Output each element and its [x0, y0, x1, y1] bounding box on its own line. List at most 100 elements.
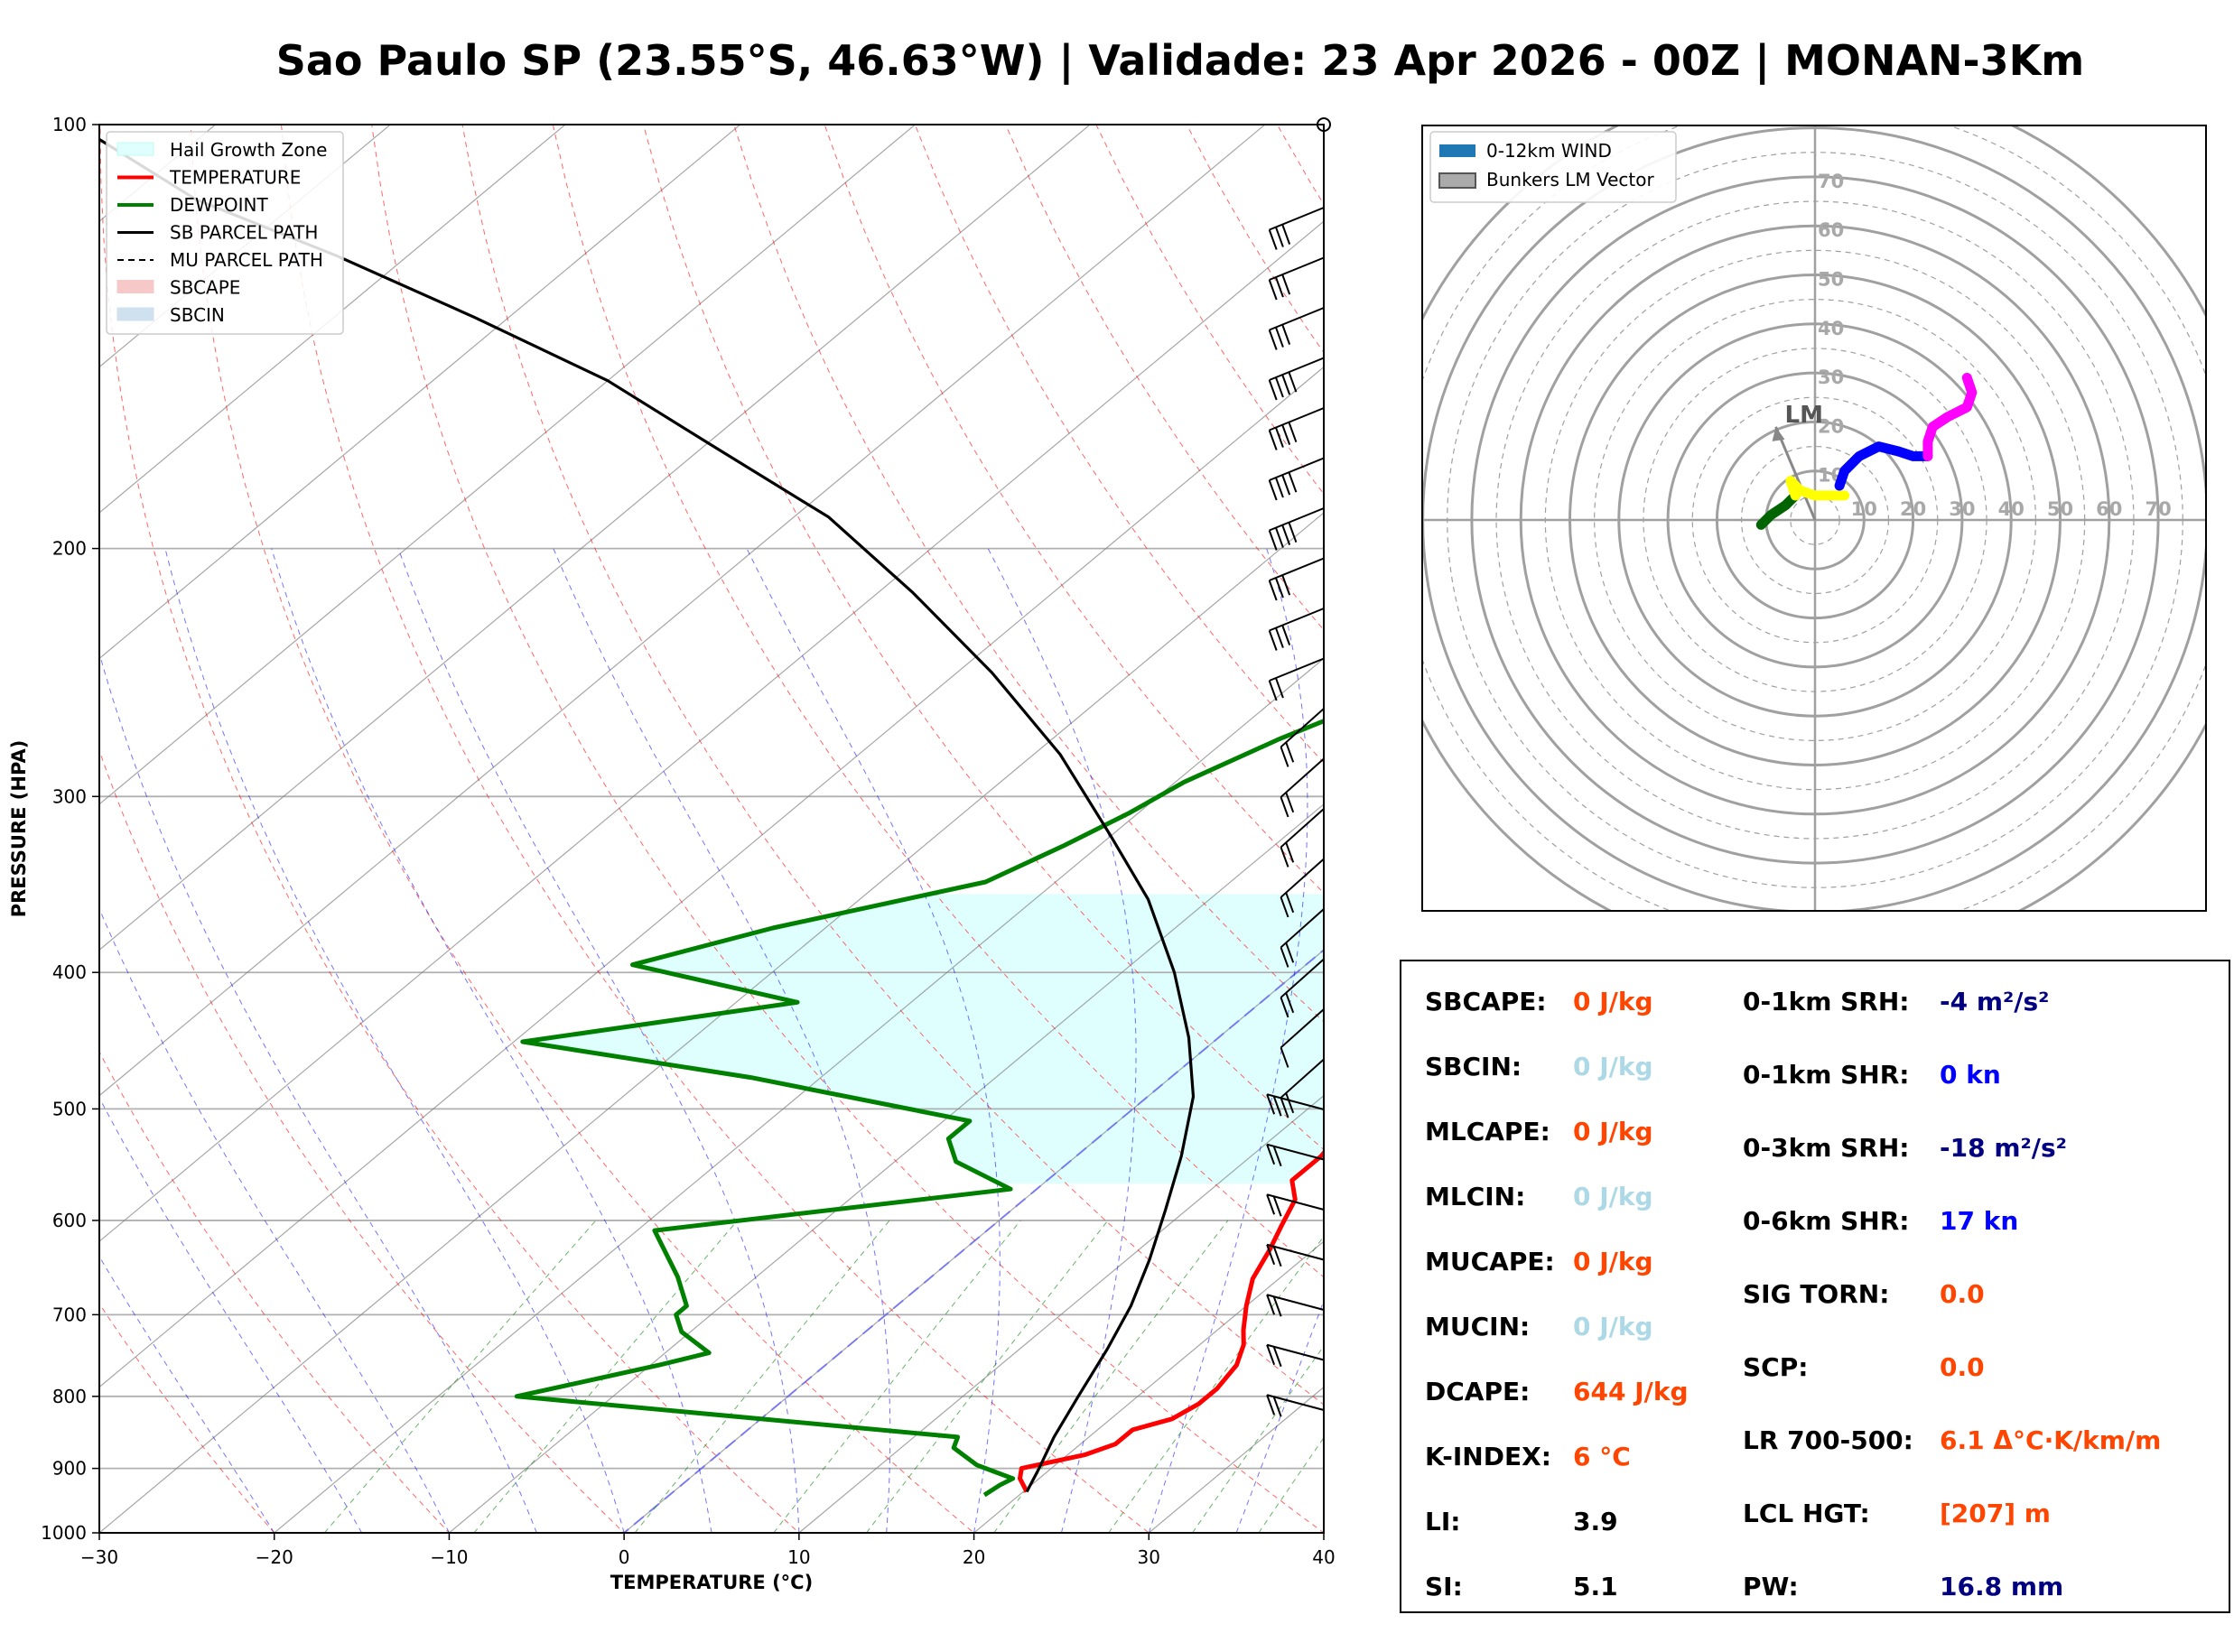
hodo-ring-label: 50	[1818, 269, 1844, 291]
hodo-ring-label: 60	[2096, 498, 2122, 520]
y-tick-label: 600	[52, 1210, 87, 1231]
wind-barb-feather	[1266, 1344, 1276, 1366]
y-tick-label: 100	[52, 114, 87, 135]
wind-barb-feather	[1280, 896, 1289, 918]
legend-swatch	[116, 307, 154, 321]
wind-barb	[1268, 207, 1325, 250]
y-tick-label: 800	[52, 1386, 87, 1407]
index-value: 16.8 mm	[1940, 1572, 2064, 1601]
wind-barb-feather	[1274, 276, 1284, 298]
wind-barb-staff	[1280, 958, 1325, 998]
wind-barb-feather	[1280, 997, 1289, 1018]
wind-barb-staff	[1269, 307, 1325, 331]
index-value: 6 °C	[1573, 1442, 1631, 1471]
wind-barb-feather	[1274, 227, 1284, 247]
wind-barb-staff	[1280, 908, 1325, 949]
hodo-ring-label: 70	[2145, 498, 2171, 520]
index-value: 17 kn	[1940, 1206, 2019, 1236]
wind-barb-feather	[1274, 627, 1284, 648]
moist-adiabat-line	[1235, 1299, 1324, 1533]
wind-barb-feather	[1285, 742, 1295, 763]
wind-barb-feather	[1272, 1246, 1282, 1267]
wind-barb-feather	[1274, 577, 1284, 599]
wind-barb-staff	[1280, 708, 1325, 748]
wind-barb-staff	[1280, 858, 1325, 898]
wind-barb-feather	[1268, 680, 1278, 701]
wind-barb	[1266, 1343, 1325, 1368]
wind-barb	[1266, 1093, 1325, 1117]
wind-barb-feather	[1272, 1195, 1282, 1217]
sb-parcel-line	[99, 137, 1196, 1493]
y-axis-label: PRESSURE (HPA)	[8, 740, 30, 918]
moist-adiabat-line	[99, 1256, 275, 1533]
hodo-ring-label: 50	[2047, 498, 2073, 520]
wind-barb-feather	[1285, 1092, 1295, 1114]
index-value: 644 J/kg	[1573, 1377, 1689, 1406]
moist-adiabat-line	[746, 548, 1001, 1533]
wind-barb	[1268, 407, 1325, 450]
index-value: 0 J/kg	[1573, 1312, 1653, 1341]
wind-barb-feather	[1272, 1295, 1282, 1317]
x-tick-label: −10	[430, 1546, 468, 1568]
wind-barb-feather	[1268, 580, 1278, 601]
legend-label: MU PARCEL PATH	[170, 249, 323, 271]
wind-barb-feather	[1268, 279, 1278, 301]
wind-barb-feather	[1274, 427, 1284, 448]
hodo-ring-label: 30	[1818, 367, 1844, 388]
wind-barb	[1268, 307, 1325, 350]
wind-barb-feather	[1280, 847, 1289, 868]
wind-barb-staff	[1269, 357, 1325, 381]
index-value: 0.0	[1940, 1279, 1985, 1309]
wind-barb-staff	[1269, 557, 1325, 581]
wind-barb-feather	[1288, 522, 1298, 543]
x-tick-label: 20	[963, 1546, 985, 1568]
indices-panel: SBCAPE: 0 J/kg SBCIN: 0 J/kg MLCAPE: 0 J/kg ML…	[1400, 960, 2230, 1613]
wind-barb-feather	[1268, 329, 1278, 350]
index-label: SCP:	[1743, 1352, 1809, 1382]
hodo-ring-label: 70	[1818, 171, 1844, 192]
hodo-ring-label: 20	[1818, 415, 1844, 437]
wind-barb-feather	[1288, 371, 1298, 393]
wind-barb-feather	[1266, 1244, 1276, 1266]
wind-barb-feather	[1281, 474, 1291, 496]
index-value: 0 J/kg	[1573, 1247, 1653, 1276]
wind-barb-staff	[1269, 256, 1325, 281]
y-tick-label: 200	[52, 538, 87, 560]
wind-barb-feather	[1281, 274, 1291, 295]
wind-barb	[1280, 858, 1325, 918]
isotherm-line	[99, 512, 1324, 1533]
skew-legend: Hail Growth Zone TEMPERATURE DEWPOINT SB PA…	[106, 131, 344, 335]
hodo-segment-0-1km	[1755, 490, 1801, 530]
legend-swatch	[116, 280, 154, 293]
moist-adiabat-line	[553, 548, 891, 1533]
index-label: LCL HGT:	[1743, 1499, 1870, 1528]
index-value: [207] m	[1940, 1499, 2051, 1528]
temperature-line	[1018, 1149, 1324, 1493]
wind-barb	[1268, 357, 1325, 401]
legend-label: Hail Growth Zone	[170, 139, 327, 161]
hodo-ring-label: 10	[1851, 498, 1877, 520]
mixing-ratio-line	[1108, 1235, 1324, 1533]
wind-barb-feather	[1288, 422, 1298, 443]
index-label: SIG TORN:	[1743, 1279, 1890, 1309]
wind-barb-feather	[1285, 892, 1295, 914]
dry-adiabat-line	[1331, 60, 1382, 1564]
hodo-ring-label: 20	[1900, 498, 1926, 520]
y-tick-label: 700	[52, 1304, 87, 1325]
wind-barb-feather	[1274, 677, 1284, 699]
wind-barb	[1266, 1243, 1325, 1267]
wind-barb-feather	[1268, 479, 1278, 501]
wind-barb-feather	[1268, 630, 1278, 651]
dry-adiabat-line	[642, 125, 1324, 1151]
isotherm-line	[99, 125, 741, 660]
wind-barb	[1280, 1058, 1325, 1118]
index-label: SI:	[1425, 1572, 1463, 1601]
index-label: MLCAPE:	[1425, 1117, 1550, 1146]
wind-barb-feather	[1268, 430, 1278, 450]
index-value: 0 kn	[1940, 1060, 2001, 1090]
dry-adiabat-line	[552, 125, 1324, 1278]
legend-label: SBCIN	[170, 304, 225, 326]
hodo-ring-label: 30	[1949, 498, 1975, 520]
legend-box	[1429, 131, 1677, 203]
wind-barb-feather	[1281, 374, 1291, 395]
